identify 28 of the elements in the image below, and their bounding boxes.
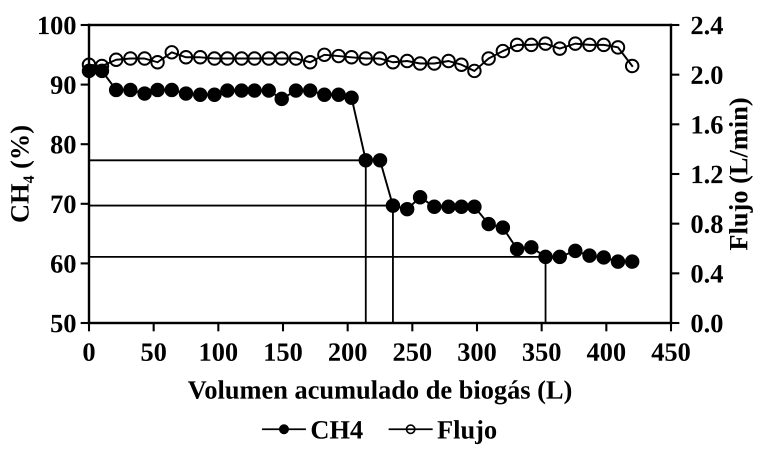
y-tick-label: 80 bbox=[50, 136, 76, 154]
y2-tick-label: 1.2 bbox=[692, 166, 722, 184]
x-axis-title: Volumen acumulado de biogás (L) bbox=[188, 380, 572, 404]
legend-label: CH4 bbox=[312, 421, 363, 439]
x-tick-label: 50 bbox=[142, 343, 166, 362]
y2-tick-label: 0.0 bbox=[691, 314, 722, 333]
x-tick-label: 400 bbox=[586, 343, 626, 362]
x-tick-label: 150 bbox=[265, 343, 302, 362]
y-tick-label: 100 bbox=[39, 16, 76, 34]
y-axis-title: CH₄ (%) bbox=[10, 126, 34, 222]
x-tick-label: 300 bbox=[458, 343, 496, 362]
y-tick-label: 60 bbox=[51, 255, 76, 273]
y-tick-label: 90 bbox=[50, 76, 76, 94]
y2-tick-label: 0.4 bbox=[691, 264, 723, 283]
x-tick-label: 0 bbox=[83, 343, 95, 362]
x-tick-label: 100 bbox=[200, 343, 238, 362]
x-tick-label: 200 bbox=[328, 343, 366, 362]
x-tick-label: 250 bbox=[394, 343, 432, 362]
y-tick-label: 70 bbox=[52, 195, 76, 214]
y2-tick-label: 2.4 bbox=[692, 16, 723, 35]
y-tick-label: 50 bbox=[51, 314, 76, 332]
y2-tick-label: 1.6 bbox=[692, 116, 723, 134]
legend-label: Flujo bbox=[437, 420, 496, 444]
y2-tick-label: 2.0 bbox=[692, 66, 722, 84]
x-tick-label: 350 bbox=[522, 343, 560, 362]
y2-axis-title: Flujo (L/min) bbox=[728, 98, 753, 250]
x-tick-label: 450 bbox=[652, 343, 690, 362]
y2-tick-label: 0.8 bbox=[691, 215, 723, 234]
